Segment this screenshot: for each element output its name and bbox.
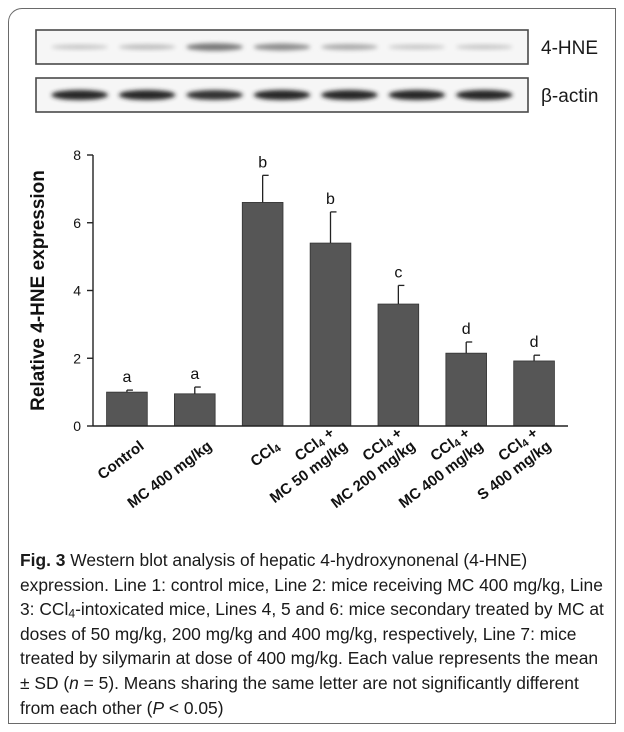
bar [241, 202, 284, 427]
figure-canvas: 4-HNE β-actin Relative 4-HNE expression 0 2… [28, 29, 598, 512]
bar [106, 391, 148, 427]
bar-group: a [106, 369, 148, 427]
bar-group: b [241, 154, 284, 427]
blot-band [51, 44, 109, 50]
blot-band [51, 89, 109, 101]
blot-band [118, 44, 176, 50]
bar-group: a [174, 366, 216, 427]
bar [513, 360, 555, 427]
western-blot: 4-HNE β-actin [35, 29, 598, 113]
bar [445, 352, 487, 427]
x-tick-label: Control [95, 438, 148, 484]
figure-frame [8, 8, 616, 724]
blot-row-label: 4-HNE [541, 38, 598, 59]
blot-band [186, 90, 243, 100]
y-tick-label: 4 [73, 283, 81, 299]
bar-group: b [309, 191, 352, 427]
caption-label: Fig. 3 [20, 550, 66, 570]
y-tick-label: 8 [73, 147, 81, 163]
bar [174, 393, 216, 427]
x-tick-label: CCl4​ [248, 438, 284, 471]
blot-band [253, 89, 311, 101]
blot-band [118, 89, 176, 101]
blot-band [455, 89, 513, 101]
blot-band [388, 44, 446, 50]
significance-letter: c [394, 264, 402, 281]
y-axis-label: Relative 4-HNE expression [28, 170, 49, 411]
bar-group: c [377, 264, 420, 427]
significance-letter: d [462, 321, 471, 338]
significance-letter: d [530, 334, 539, 351]
blot-row: 4-HNE [35, 29, 598, 65]
y-tick-label: 6 [73, 215, 81, 231]
blot-band [388, 89, 446, 101]
blot-row: β-actin [35, 77, 598, 113]
blot-band [321, 89, 378, 101]
blot-strip [35, 29, 529, 65]
significance-letter: a [122, 369, 131, 386]
bar [377, 303, 420, 427]
bar-chart: Relative 4-HNE expression 0 2 4 6 8 a a b b c d d Con… [28, 147, 568, 512]
y-tick-label: 0 [73, 418, 81, 434]
bar-group: d [445, 321, 487, 427]
blot-row-label: β-actin [541, 86, 598, 107]
blot-band [321, 44, 378, 50]
significance-letter: b [258, 154, 267, 171]
y-tick-label: 2 [73, 350, 81, 366]
blot-band [186, 43, 243, 51]
bar-group: d [513, 334, 555, 427]
figure-caption: Fig. 3 Western blot analysis of hepatic … [20, 548, 606, 720]
caption-text: Western blot analysis of hepatic 4-hydro… [20, 550, 604, 718]
bar [309, 242, 352, 427]
significance-letter: a [190, 366, 199, 383]
significance-letter: b [326, 191, 335, 208]
blot-band [455, 44, 513, 50]
blot-band [253, 43, 311, 51]
